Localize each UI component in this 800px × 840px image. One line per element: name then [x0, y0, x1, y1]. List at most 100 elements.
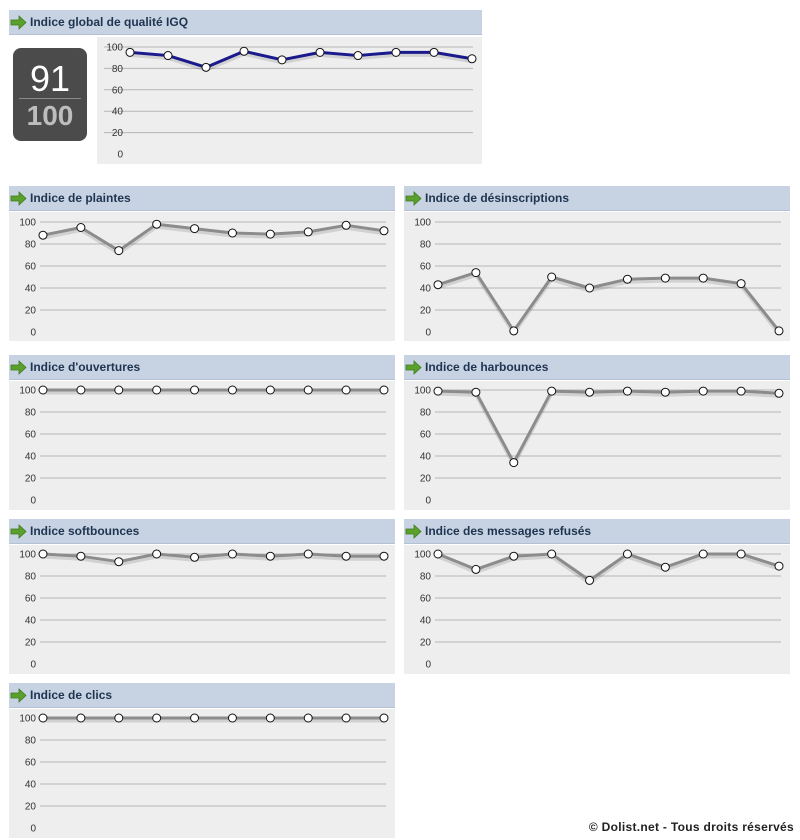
data-point: [547, 386, 557, 396]
data-point: [38, 230, 48, 240]
data-point: [38, 549, 48, 559]
data-point: [736, 386, 746, 396]
data-point: [227, 549, 237, 559]
y-tick-label: 20: [25, 802, 37, 813]
chart-refuses: 0 20 40 60 80 100: [414, 549, 784, 671]
data-point: [622, 386, 632, 396]
y-tick-label: 0: [30, 660, 36, 671]
y-tick-label: 80: [25, 572, 37, 583]
y-tick-label: 40: [420, 616, 432, 627]
y-tick-label: 100: [414, 218, 431, 229]
y-tick-label: 100: [19, 550, 36, 561]
panel-plaintes: Indice de plaintes: [9, 186, 395, 341]
green-arrow-icon: [405, 191, 422, 206]
panel-title: Indice de plaintes: [30, 191, 131, 205]
chart-plaintes: 0 20 40 60 80 100: [19, 218, 389, 339]
data-point: [585, 283, 595, 293]
y-tick-label: 100: [414, 550, 431, 561]
data-point: [114, 385, 124, 395]
data-point: [433, 549, 443, 559]
series-line-shadow: [437, 555, 780, 585]
panel-softbounces: Indice softbounces: [9, 519, 395, 674]
series-line-shadow: [129, 52, 473, 72]
data-point: [227, 713, 237, 723]
y-tick-label: 0: [117, 150, 123, 161]
data-point: [341, 713, 351, 723]
y-tick-label: 20: [112, 128, 124, 139]
y-tick-label: 20: [420, 638, 432, 649]
chart-background: [9, 212, 395, 341]
y-tick-label: 40: [25, 284, 37, 295]
y-tick-label: 60: [420, 430, 432, 441]
panel-title: Indice d'ouvertures: [30, 360, 141, 374]
chart-background: [404, 381, 790, 510]
data-point: [152, 385, 162, 395]
panel-title: Indice des messages refusés: [425, 524, 592, 538]
data-point: [152, 219, 162, 229]
green-arrow-icon: [10, 688, 27, 703]
score-box: 91 100: [13, 48, 87, 141]
data-point: [114, 246, 124, 256]
y-tick-label: 80: [25, 408, 37, 419]
data-point: [303, 227, 313, 237]
y-tick-label: 0: [425, 496, 431, 507]
data-point: [341, 220, 351, 230]
series-line: [437, 552, 780, 582]
y-tick-label: 80: [420, 240, 432, 251]
score-max: 100: [26, 100, 74, 131]
data-point: [76, 223, 86, 232]
panel-header: Indice softbounces: [9, 519, 395, 544]
series-line: [437, 389, 780, 465]
series-line-shadow: [42, 555, 384, 567]
green-arrow-icon: [10, 191, 27, 206]
panel-header: Indice des messages refusés: [404, 519, 790, 544]
data-point: [736, 279, 746, 289]
data-point: [433, 280, 443, 290]
y-tick-label: 40: [25, 452, 37, 463]
green-arrow-icon: [10, 360, 27, 375]
data-point: [114, 713, 124, 723]
panel-clics: Indice de clics: [9, 683, 395, 838]
chart-global: 0 20 40 60 80 100: [104, 43, 477, 161]
data-point: [379, 385, 389, 395]
y-tick-label: 0: [30, 824, 36, 835]
data-point: [467, 54, 477, 64]
data-point: [547, 549, 557, 559]
data-point: [471, 564, 481, 574]
data-point: [227, 228, 237, 238]
data-point: [265, 385, 275, 395]
data-point: [698, 273, 708, 283]
data-point: [736, 549, 746, 559]
data-point: [76, 385, 86, 395]
panel-ouvertures: Indice d'ouvertures: [9, 355, 395, 510]
series-line-shadow: [437, 274, 781, 336]
data-point: [471, 387, 481, 397]
y-tick-label: 40: [420, 452, 432, 463]
panel-title: Indice de harbounces: [425, 360, 549, 374]
data-point: [277, 55, 287, 65]
panel-title: Indice de clics: [30, 688, 113, 702]
green-arrow-icon: [405, 524, 422, 539]
data-point: [114, 557, 124, 567]
data-point: [190, 552, 200, 562]
y-tick-label: 100: [414, 386, 431, 397]
data-point: [353, 51, 363, 61]
data-point: [38, 713, 48, 723]
y-tick-label: 60: [25, 262, 37, 273]
y-tick-label: 60: [112, 85, 124, 96]
y-tick-label: 20: [25, 638, 37, 649]
panel-header: Indice de clics: [9, 683, 395, 708]
panel-header: Indice de harbounces: [404, 355, 790, 380]
data-point: [774, 326, 784, 336]
y-tick-label: 80: [25, 240, 37, 251]
series-line: [42, 552, 384, 564]
y-tick-label: 20: [420, 474, 432, 485]
data-point: [379, 713, 389, 723]
data-point: [76, 713, 86, 723]
series-line: [437, 271, 781, 333]
panel-title: Indice de désinscriptions: [425, 191, 570, 205]
data-point: [163, 51, 173, 61]
y-tick-label: 20: [25, 306, 37, 317]
data-point: [190, 713, 200, 723]
data-point: [341, 385, 351, 395]
